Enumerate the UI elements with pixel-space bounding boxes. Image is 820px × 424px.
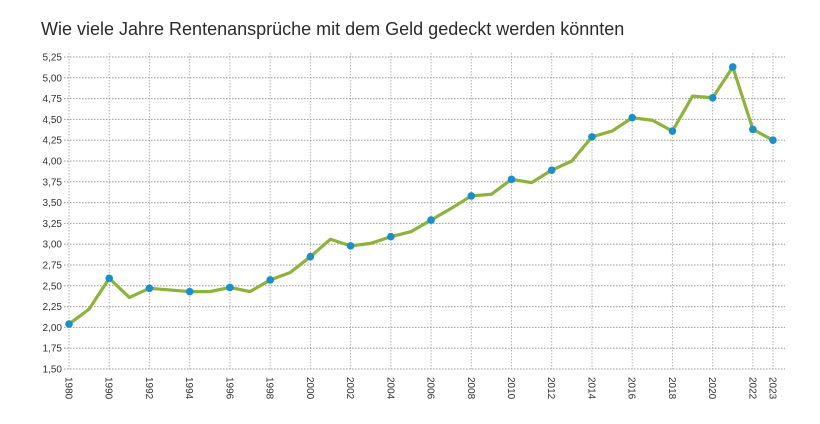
y-tick-label: 2,50 xyxy=(43,281,63,292)
data-point xyxy=(728,63,737,71)
data-point xyxy=(306,252,315,261)
data-point xyxy=(467,192,476,200)
y-tick-label: 3,00 xyxy=(43,240,63,251)
data-point xyxy=(226,283,234,292)
x-tick-label: 2002 xyxy=(344,377,355,400)
data-point xyxy=(105,274,114,283)
x-tick-label: 2008 xyxy=(465,377,476,400)
x-tick-label: 2006 xyxy=(425,377,436,400)
data-point xyxy=(668,127,677,135)
x-tick-label: 1998 xyxy=(264,377,275,400)
x-tick-label: 1992 xyxy=(143,377,154,400)
data-point xyxy=(769,136,777,144)
y-tick-label: 3,75 xyxy=(43,177,63,188)
x-tick-label: 2004 xyxy=(384,377,395,400)
y-tick-label: 4,25 xyxy=(43,136,63,147)
x-tick-label: 2014 xyxy=(585,377,596,400)
x-tick-label: 2012 xyxy=(545,377,556,400)
data-point xyxy=(588,133,596,141)
x-tick-label: 2010 xyxy=(505,377,516,400)
y-tick-label: 4,75 xyxy=(43,94,63,105)
data-point xyxy=(185,287,194,296)
y-tick-label: 4,50 xyxy=(43,115,63,126)
y-tick-label: 1,50 xyxy=(43,365,63,376)
data-point xyxy=(708,93,717,102)
x-tick-label: 2022 xyxy=(746,377,757,400)
x-tick-label: 2020 xyxy=(706,377,717,400)
y-tick-label: 2,00 xyxy=(43,323,63,334)
x-tick-label: 2016 xyxy=(626,377,637,400)
y-tick-label: 1,75 xyxy=(43,344,63,355)
y-tick-label: 2,75 xyxy=(43,261,63,272)
y-tick-label: 4,00 xyxy=(43,157,63,168)
x-tick-label: 1994 xyxy=(183,377,194,400)
data-point xyxy=(628,113,636,122)
data-point xyxy=(749,125,757,134)
y-tick-label: 3,25 xyxy=(43,219,63,230)
y-tick-label: 5,25 xyxy=(43,53,63,64)
x-tick-label: 2018 xyxy=(666,377,677,400)
data-point xyxy=(547,166,556,174)
x-tick-label: 2023 xyxy=(767,377,778,400)
data-point xyxy=(65,320,73,328)
data-point xyxy=(346,242,355,250)
data-point xyxy=(145,284,154,293)
x-tick-label: 1980 xyxy=(63,377,74,400)
y-tick-label: 5,00 xyxy=(43,73,63,84)
x-tick-label: 1990 xyxy=(103,377,114,400)
y-tick-label: 2,25 xyxy=(43,302,63,313)
x-tick-label: 2000 xyxy=(304,377,315,400)
x-tick-label: 1996 xyxy=(223,377,234,400)
chart-title: Wie viele Jahre Rentenansprüche mit dem … xyxy=(41,19,625,39)
data-point xyxy=(507,175,516,184)
y-tick-label: 3,50 xyxy=(43,198,63,209)
data-point xyxy=(387,232,395,241)
data-point xyxy=(266,276,274,284)
data-point xyxy=(427,216,435,224)
